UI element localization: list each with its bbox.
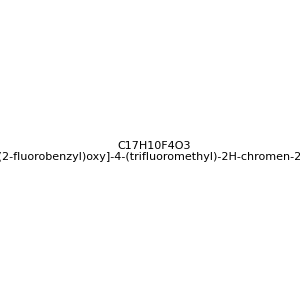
Text: C17H10F4O3
7-[(2-fluorobenzyl)oxy]-4-(trifluoromethyl)-2H-chromen-2-one: C17H10F4O3 7-[(2-fluorobenzyl)oxy]-4-(tr… <box>0 141 300 162</box>
